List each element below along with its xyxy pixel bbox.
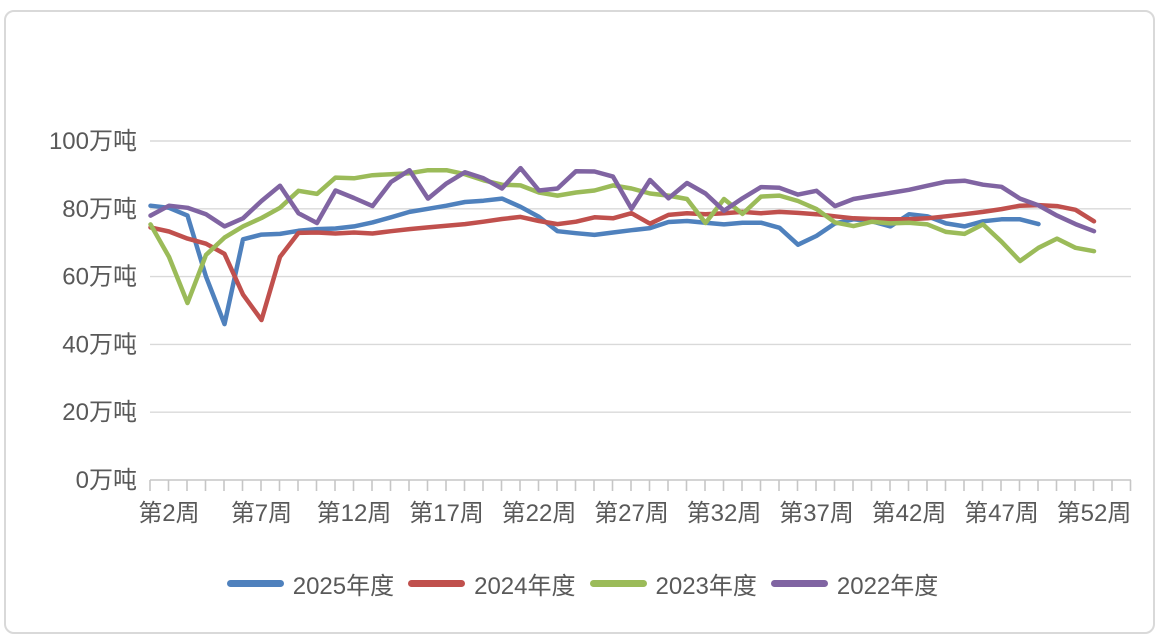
legend-swatch: [589, 580, 647, 587]
legend-label: 2025年度: [292, 573, 395, 600]
x-axis-label: 第7周: [231, 500, 292, 527]
series-line-2023年度: [148, 167, 1097, 306]
legend-label: 2023年度: [655, 573, 757, 600]
legend-label: 2024年度: [474, 573, 576, 600]
x-axis-label: 第22周: [502, 500, 577, 527]
legend-item-2023年度: 2023年度: [589, 566, 757, 601]
y-axis-label: 20万吨: [62, 399, 137, 426]
legend-item-2025年度: 2025年度: [226, 566, 395, 601]
series-line-2024年度: [148, 202, 1097, 323]
legend-swatch: [408, 580, 466, 587]
y-axis-label: 60万吨: [62, 264, 137, 291]
y-axis-label: 100万吨: [49, 128, 137, 155]
chart-frame: [4, 10, 1155, 634]
x-axis-label: 第17周: [409, 500, 484, 527]
x-axis-label: 第47周: [964, 500, 1039, 527]
legend-label: 2022年度: [836, 573, 939, 600]
legend-swatch: [770, 580, 828, 587]
y-axis-label: 80万吨: [62, 196, 137, 223]
legend-item-2024年度: 2024年度: [408, 566, 576, 601]
legend-item-2022年度: 2022年度: [770, 566, 939, 601]
legend-swatch: [226, 580, 284, 587]
x-axis-label: 第52周: [1057, 500, 1132, 527]
y-axis-label: 40万吨: [62, 331, 137, 358]
x-axis-label: 第27周: [594, 500, 669, 527]
x-axis-label: 第12周: [317, 500, 392, 527]
y-axis-label: 0万吨: [76, 467, 137, 494]
x-axis-label: 第2周: [138, 500, 199, 527]
series-line-2022年度: [148, 165, 1097, 234]
x-axis-label: 第32周: [687, 500, 762, 527]
x-axis-label: 第37周: [779, 500, 854, 527]
chart-legend: 2025年度 2024年度 2023年度 2022年度: [0, 566, 1165, 601]
x-axis-label: 第42周: [872, 500, 947, 527]
